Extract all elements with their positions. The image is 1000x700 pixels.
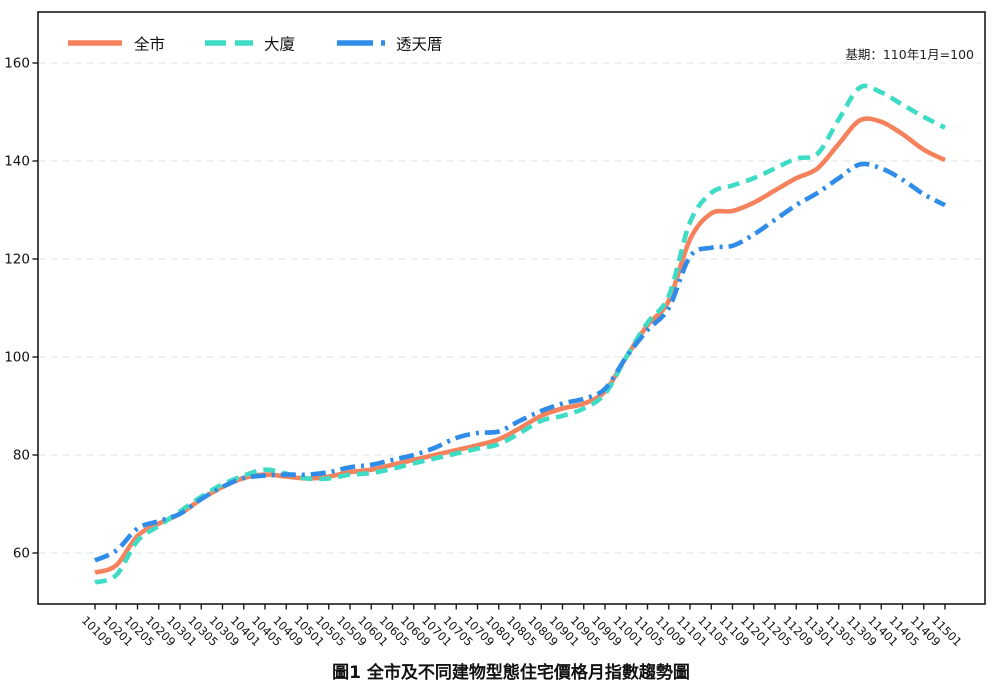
legend-label-building: 大廈 [264, 36, 295, 54]
series-line-透天厝 [93, 161, 947, 563]
legend-label-citywide: 全市 [134, 36, 165, 54]
y-tick-label: 80 [13, 448, 30, 464]
x-axis-ticks: 1010910201102051020910301103051030910401… [79, 604, 965, 649]
y-tick-label: 140 [4, 154, 30, 170]
series-line-大廈 [94, 83, 947, 585]
series-line-全市 [94, 116, 947, 575]
y-tick-label: 60 [13, 546, 30, 562]
data-series-lines [93, 83, 947, 585]
figure-title: 圖1 全市及不同建物型態住宅價格月指數趨勢圖 [332, 662, 690, 683]
legend-label-townhouse: 透天厝 [396, 36, 443, 54]
y-tick-label: 120 [4, 252, 30, 268]
legend: 全市 大廈 透天厝 [68, 36, 443, 54]
y-tick-label: 160 [4, 56, 30, 72]
y-axis-ticks: 60 80 100 120 140 160 [4, 56, 38, 562]
plot-frame [37, 11, 986, 605]
horizontal-gridlines [39, 62, 984, 554]
base-period-note: 基期：110年1月=100 [845, 47, 974, 62]
y-tick-label: 100 [4, 350, 30, 366]
